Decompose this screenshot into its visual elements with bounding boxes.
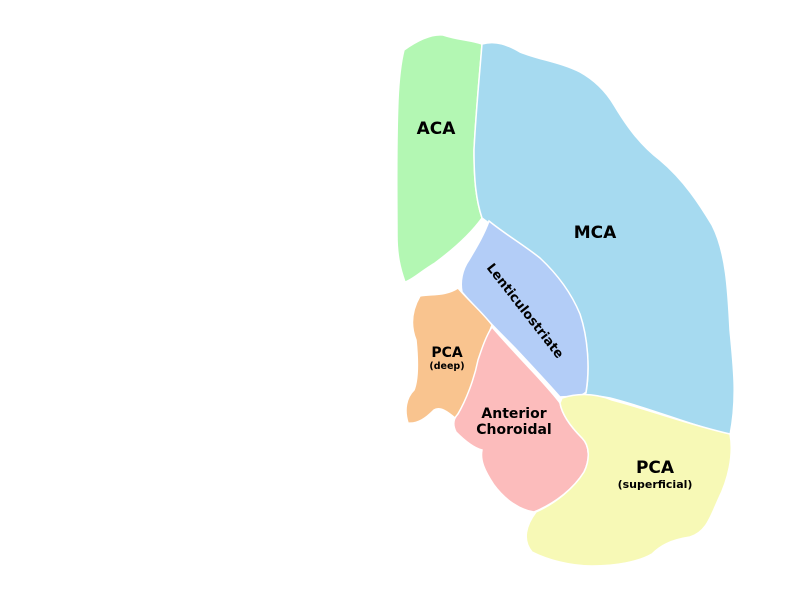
mca-label: MCA: [574, 223, 617, 243]
pca-superficial-sublabel: (superficial): [618, 478, 693, 491]
lenticulostriate-region: [460, 219, 589, 398]
pca-deep-sublabel: (deep): [429, 361, 464, 372]
aca-region: [396, 34, 483, 283]
anterior-choroidal-label-line1: Anterior: [481, 406, 546, 422]
anterior-choroidal-label-line2: Choroidal: [476, 422, 551, 438]
pca-superficial-label: PCA: [636, 458, 675, 478]
pca-deep-region: [405, 287, 493, 424]
anterior-choroidal-region: [453, 325, 589, 513]
pca-superficial-region: [525, 393, 733, 567]
pca-deep-label: PCA: [431, 345, 463, 361]
aca-label: ACA: [417, 119, 457, 139]
